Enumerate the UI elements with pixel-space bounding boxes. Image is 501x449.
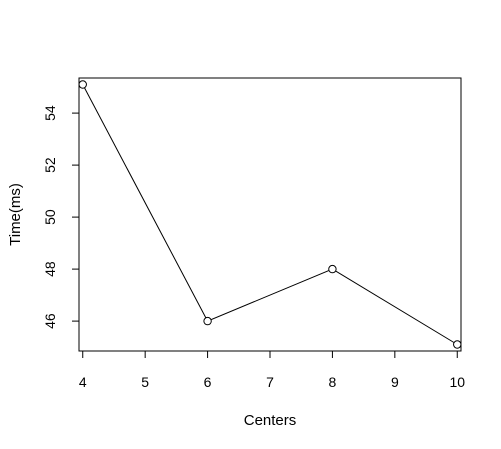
x-axis-title: Centers xyxy=(244,412,297,429)
y-tick-label: 54 xyxy=(42,105,58,121)
data-point xyxy=(78,80,87,89)
x-axis: 4 5 6 7 8 9 10 xyxy=(79,350,465,390)
y-axis-title: Time(ms) xyxy=(7,183,24,246)
x-tick-label: 8 xyxy=(329,374,337,390)
x-tick-label: 7 xyxy=(266,374,274,390)
x-tick-label: 6 xyxy=(204,374,212,390)
data-point xyxy=(328,264,337,274)
y-axis: 46 48 50 52 54 xyxy=(42,105,80,329)
series-line xyxy=(78,80,462,349)
y-tick-label: 52 xyxy=(42,157,58,173)
data-point xyxy=(453,340,462,349)
plot-frame xyxy=(78,77,462,352)
x-tick-label: 4 xyxy=(79,374,87,390)
x-tick-label: 10 xyxy=(449,374,465,390)
series-path xyxy=(82,84,458,345)
x-tick-label: 9 xyxy=(391,374,399,390)
x-tick-label: 5 xyxy=(141,374,149,390)
y-tick-label: 48 xyxy=(42,261,58,277)
y-tick-label: 50 xyxy=(42,209,58,225)
data-point xyxy=(203,316,212,326)
y-tick-label: 46 xyxy=(42,313,58,329)
